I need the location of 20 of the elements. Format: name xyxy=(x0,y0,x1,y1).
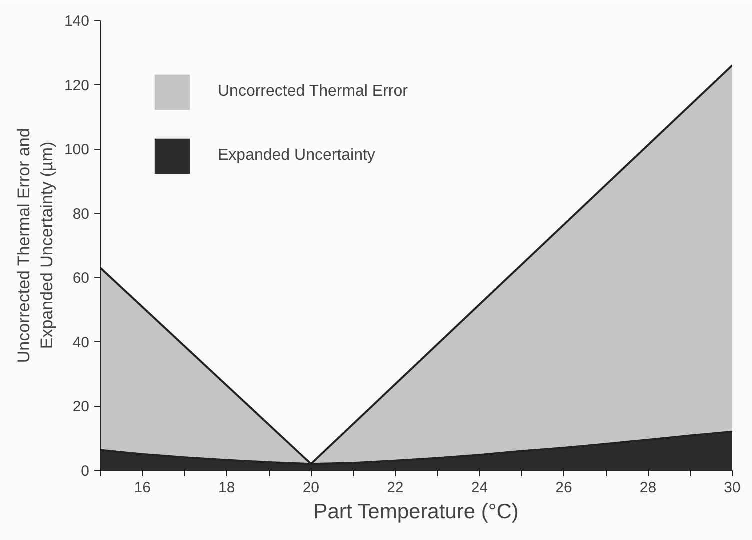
x-tick-label: 18 xyxy=(218,480,236,496)
y-tick-label: 40 xyxy=(72,334,90,352)
y-tick-label: 100 xyxy=(64,142,90,159)
x-tick-label: 28 xyxy=(640,480,657,496)
y-axis-title: Uncorrected Thermal Error and Expanded Uncertainty (µm) xyxy=(14,128,56,364)
y-tick-label: 0 xyxy=(81,463,90,480)
x-tick-label: 26 xyxy=(556,480,572,496)
y-tick-label: 80 xyxy=(72,206,90,223)
y-tick-label: 140 xyxy=(64,13,90,30)
x-tick-label: 16 xyxy=(134,480,151,496)
y-tick-label: 120 xyxy=(64,77,90,94)
x-tick-label: 20 xyxy=(302,480,320,496)
x-tick-label: 22 xyxy=(387,480,404,496)
y-tick-label: 60 xyxy=(72,270,90,288)
legend-label: Uncorrected Thermal Error xyxy=(218,83,408,101)
legend-label: Expanded Uncertainty xyxy=(218,147,376,165)
x-tick-label: 24 xyxy=(471,480,488,496)
x-tick-label: 30 xyxy=(724,480,741,496)
x-axis-title: Part Temperature (°C) xyxy=(314,500,519,524)
y-tick-label: 20 xyxy=(72,398,90,416)
